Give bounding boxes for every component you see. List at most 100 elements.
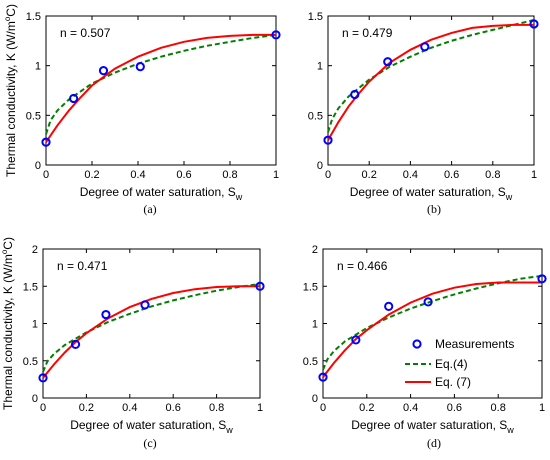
y-tick-label: 1 [312,319,318,331]
measurement-point [98,66,109,76]
plot-area [45,15,277,166]
y-axis-label-sup: o [3,16,12,21]
y-axis-label-sup: o [0,249,9,254]
panel-caption: (b) [427,202,441,216]
x-tick-label: 1 [273,169,279,181]
y-tick-label: 0 [35,160,41,172]
x-tick-label: 0 [43,169,49,181]
y-axis-label-main: Thermal conductivity, K (W/m [4,21,18,177]
measurement-point [41,137,51,147]
legend-label-eq4: Eq.(4) [435,357,468,371]
x-tick-label: 0 [40,402,46,414]
y-axis-label-main: Thermal conductivity, K (W/m [1,254,15,410]
measurement-point [423,297,433,307]
eq7-line [327,23,534,141]
x-tick-label: 0.4 [122,402,137,414]
measurement-point [271,30,281,40]
eq7-line [42,285,260,379]
n-annotation: n = 0.466 [337,259,388,273]
panel-d: 0 0.2 0.4 0.6 0.8 1 0 0.5 1 1.5 2 n = 0.466 Degree o… [303,244,547,450]
measurement-point [70,339,81,349]
x-tick-label: 0.6 [166,402,181,414]
panel-c: 0 0.2 0.4 0.6 0.8 1 0 0.5 1 1.5 2 n = 0.471 Degree o… [0,237,265,450]
y-tick-label: 0 [312,393,318,405]
x-tick-label: 0.6 [176,169,191,181]
panel-b: 0 0.2 0.4 0.6 0.8 1 0 0.5 1 1.5 n = 0.479 Degree of… [308,11,539,216]
legend-label-eq7: Eq. (7) [435,375,471,389]
panel-a: 0 0.2 0.4 0.6 0.8 1 0 0.5 1 1.5 n = 0.507 Degree of… [3,4,281,216]
x-axis-label-sub: w [235,192,243,202]
x-axis-label-sub: w [225,425,233,435]
measurement-point [384,301,394,311]
eq4-line [42,283,261,373]
x-tick-label: 0.8 [222,169,237,181]
y-axis-label: Thermal conductivity, K (W/moC) [0,237,15,410]
x-tick-label: 0.8 [209,402,224,414]
y-tick-label: 2 [312,244,318,256]
y-tick-label: 0.5 [303,356,318,368]
n-annotation: n = 0.471 [57,259,108,273]
measurement-point [420,42,430,52]
x-axis-label: Degree of water saturation, Sw [351,418,514,435]
x-tick-label: 0.8 [485,169,500,181]
panel-caption: (a) [143,202,156,216]
x-tick-label: 0.2 [362,169,377,181]
x-tick-label: 0.4 [403,402,418,414]
y-tick-label: 1.5 [308,11,323,23]
x-tick-label: 0.6 [444,169,459,181]
eq7-line [45,33,276,143]
x-axis-label: Degree of water saturation, Sw [80,185,243,202]
x-axis-label: Degree of water saturation, Sw [350,185,513,202]
x-axis-label: Degree of water saturation, Sw [70,418,233,435]
y-tick-label: 0 [317,160,323,172]
y-tick-label: 2 [32,244,38,256]
measurement-point [101,309,111,320]
n-annotation: n = 0.479 [342,26,393,40]
x-tick-label: 0 [320,402,326,414]
y-axis-label-tail: C) [1,237,15,250]
y-tick-label: 0.5 [308,110,323,122]
measurement-point [350,89,360,100]
eq7-line [322,281,542,378]
legend-marker-measurements [412,339,422,349]
y-tick-label: 1 [35,61,41,73]
y-tick-label: 1 [317,61,323,73]
y-tick-label: 1 [32,319,38,331]
n-annotation: n = 0.507 [60,26,111,40]
y-axis-label-tail: C) [4,4,18,17]
x-tick-label: 0 [325,169,331,181]
measurement-point [38,373,48,383]
y-tick-label: 0.5 [26,110,41,122]
measurement-point [135,62,145,72]
x-axis-label-main: Degree of water saturation, S [351,418,507,432]
x-tick-label: 1 [257,402,263,414]
plot-area [42,248,261,399]
x-tick-label: 0.2 [79,402,94,414]
panel-caption: (d) [427,436,441,450]
measurement-point [323,135,333,145]
measurement-point [140,300,150,310]
measurement-point [318,372,328,382]
measurement-point [537,274,547,284]
panel-caption: (c) [143,436,156,450]
y-tick-label: 0.5 [23,356,38,368]
measurement-point [529,19,539,29]
x-axis-label-sub: w [506,425,514,435]
x-tick-label: 0.4 [130,169,145,181]
measurement-point [69,93,79,104]
x-axis-label-main: Degree of water saturation, S [70,418,226,432]
y-axis-label: Thermal conductivity, K (W/moC) [3,4,18,177]
x-tick-label: 1 [539,402,545,414]
measurement-point [383,57,393,67]
y-tick-label: 1.5 [303,281,318,293]
eq4-line [327,19,535,133]
x-tick-label: 0.2 [84,169,99,181]
x-axis-label-main: Degree of water saturation, S [350,185,506,199]
measurement-point [351,335,361,345]
y-tick-label: 1.5 [23,281,38,293]
x-axis-label-main: Degree of water saturation, S [80,185,236,199]
legend-label-measurements: Measurements [435,337,514,351]
x-tick-label: 0.4 [403,169,418,181]
legend: Measurements Eq.(4) Eq. (7) [403,333,535,391]
